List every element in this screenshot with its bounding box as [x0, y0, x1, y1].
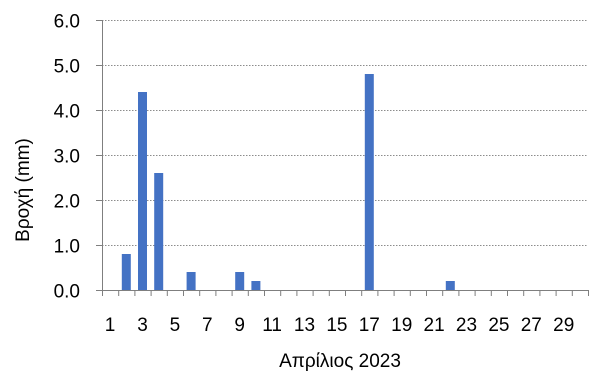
y-tick-label: 6.0 [54, 12, 80, 33]
x-tick-label: 25 [488, 315, 509, 336]
y-tick-label: 2.0 [54, 192, 80, 213]
bars [121, 74, 455, 290]
x-tick-label: 19 [391, 315, 412, 336]
x-tick-label: 1 [105, 315, 116, 336]
x-tick-label: 21 [424, 315, 445, 336]
x-tick-label: 11 [262, 315, 282, 336]
x-axis-title: Απρίλιος 2023 [279, 351, 401, 372]
x-tick-label: 23 [456, 315, 477, 336]
y-tick-label: 4.0 [54, 102, 80, 123]
ticks [96, 20, 589, 296]
x-tick-label: 27 [521, 315, 542, 336]
bar-day-6 [186, 272, 196, 290]
y-tick-label: 1.0 [54, 237, 80, 258]
bar-day-17 [364, 74, 374, 290]
bar-day-22 [445, 281, 455, 290]
y-tick-label: 0.0 [54, 282, 80, 303]
gridlines [102, 20, 588, 246]
bar-day-2 [121, 254, 131, 290]
bar-day-4 [154, 173, 164, 290]
bar-day-3 [138, 92, 147, 290]
y-axis-title: Βροχή (mm) [13, 138, 34, 242]
x-tick-label: 13 [294, 315, 315, 336]
y-tick-label: 5.0 [54, 57, 80, 78]
x-tick-label: 17 [359, 315, 380, 336]
x-tick-label: 9 [234, 315, 245, 336]
tick-labels: 0.01.02.03.04.05.06.01 3 5 7 9 11 13 15 17 19 21 23… [54, 12, 575, 337]
x-tick-label: 5 [170, 315, 181, 336]
x-tick-label: 3 [137, 315, 148, 336]
y-tick-label: 3.0 [54, 147, 80, 168]
x-tick-label: 15 [326, 315, 347, 336]
bar-day-10 [251, 281, 261, 290]
x-tick-label: 29 [553, 315, 574, 336]
x-tick-label: 7 [202, 315, 213, 336]
bar-day-9 [235, 272, 245, 290]
